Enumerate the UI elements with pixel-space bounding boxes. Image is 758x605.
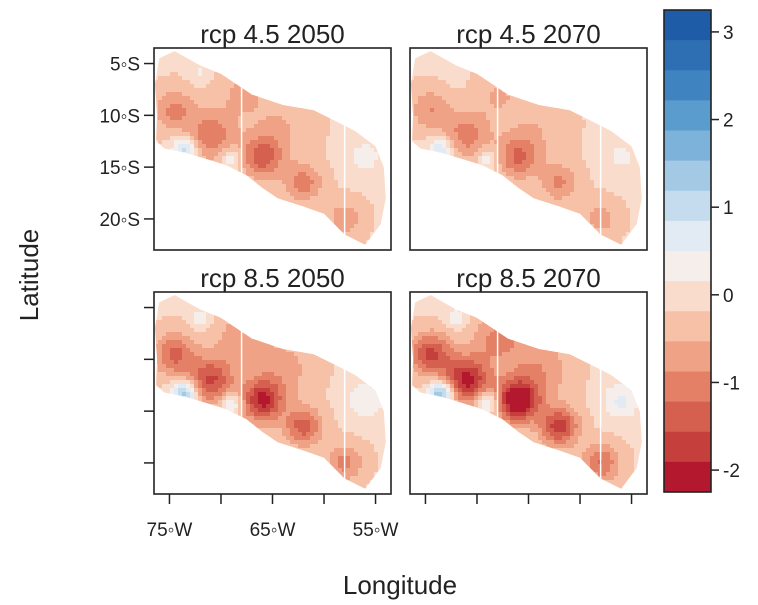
y-tick-label: 5◦S	[110, 55, 140, 76]
colorbar-tick-label: 3	[723, 23, 734, 44]
x-tick-label: 65◦W	[250, 520, 296, 541]
colorbar-segment	[664, 371, 711, 403]
colorbar-segment	[664, 130, 711, 162]
colorbar-tick-label: 1	[723, 198, 734, 219]
colorbar-segment	[664, 40, 711, 71]
panel-3: rcp 8.5 2050 75◦W 65◦W 55◦W	[144, 263, 399, 541]
panel-title: rcp 4.5 2050	[200, 19, 345, 49]
colorbar-segment	[664, 401, 711, 433]
panel-2: rcp 4.5 2070	[409, 19, 648, 251]
colorbar-frame	[663, 9, 712, 493]
panel-field	[411, 295, 642, 489]
x-tick-label: 75◦W	[147, 520, 193, 541]
y-tick-label: 20◦S	[99, 210, 140, 231]
panel-title: rcp 4.5 2070	[456, 19, 601, 49]
x-tick-label: 55◦W	[353, 520, 399, 541]
panel-1: rcp 4.5 2050 5◦S 10◦S 15◦S 20◦S	[99, 19, 392, 251]
panel-field	[155, 295, 386, 489]
y-tick-label: 15◦S	[99, 158, 140, 179]
panels: rcp 4.5 2050 5◦S 10◦S 15◦S 20◦S rcp 4.5 2070 r…	[99, 19, 648, 541]
colorbar-segment	[664, 251, 711, 282]
colorbar-tick-label: -1	[723, 373, 740, 394]
panel-field	[155, 51, 386, 245]
colorbar-segment	[664, 341, 711, 372]
colorbar-segment	[664, 461, 711, 493]
panel-title: rcp 8.5 2050	[200, 263, 345, 293]
panel-frame	[153, 47, 392, 251]
colorbar-segment	[664, 190, 711, 222]
colorbar-segment	[664, 281, 711, 312]
colorbar-segment	[664, 160, 711, 192]
colorbar-segment	[664, 10, 711, 41]
colorbar-segment	[664, 431, 711, 463]
panel-field	[411, 51, 642, 245]
colorbar-tick-label: 2	[723, 111, 734, 132]
colorbar-segment	[664, 311, 711, 342]
colorbar-segment	[664, 70, 711, 101]
panel-frame	[409, 47, 648, 251]
colorbar-segment	[664, 100, 711, 131]
x-axis-title: Longitude	[343, 570, 457, 600]
colorbar-tick-label: 0	[723, 286, 734, 307]
colorbar-tick-label: -2	[723, 461, 740, 482]
panel-4: rcp 8.5 2070	[409, 263, 648, 504]
colorbar: 3 2 1 0 -1 -2	[663, 9, 740, 493]
panel-title: rcp 8.5 2070	[456, 263, 601, 293]
colorbar-segment	[664, 220, 711, 252]
y-tick-label: 10◦S	[99, 106, 140, 127]
y-axis-title: Latitude	[14, 229, 44, 322]
